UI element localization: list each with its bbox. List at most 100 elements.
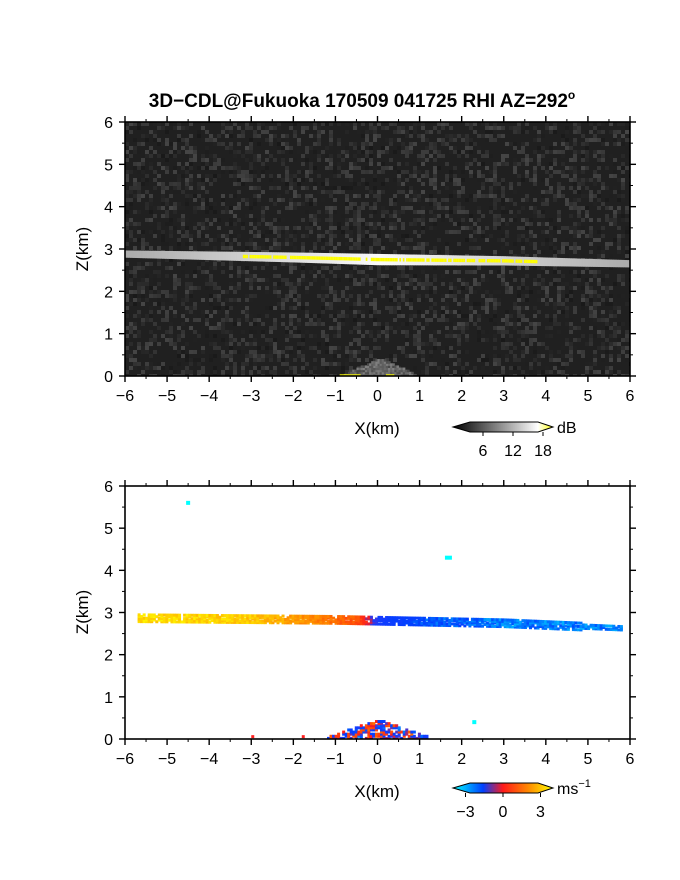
noise-cell [533,242,537,246]
noise-cell [249,142,253,146]
noise-cell [125,194,129,198]
noise-cell [229,286,233,290]
noise-cell [305,158,309,162]
noise-cell [441,142,445,146]
noise-cell [573,226,577,230]
noise-cell [521,278,525,282]
noise-cell [269,198,273,202]
noise-cell [229,234,233,238]
noise-cell [149,366,153,370]
noise-cell [625,250,629,254]
noise-cell [129,278,133,282]
velocity-heatmap [137,500,623,739]
noise-cell [417,330,421,334]
noise-cell [237,286,241,290]
velocity-cell [498,619,502,623]
noise-cell [449,126,453,130]
noise-cell [337,262,341,266]
noise-cell [405,162,409,166]
noise-cell [181,350,185,354]
velocity-cell [428,623,431,627]
noise-cell [345,198,349,202]
noise-cell [201,270,205,274]
noise-cell [625,330,629,334]
noise-cell [205,190,209,194]
velocity-cell [420,616,424,620]
noise-cell [349,358,353,362]
noise-cell [593,202,597,206]
noise-cell [137,190,141,194]
velocity-cell [268,616,272,620]
noise-cell [577,126,581,130]
noise-cell [445,370,449,374]
noise-cell [289,322,293,326]
cloud-layer-peak-cell [518,259,522,263]
noise-cell [561,142,565,146]
noise-cell [345,206,349,210]
noise-cell [529,370,533,374]
noise-cell [189,166,193,170]
velocity-cell [309,614,313,618]
noise-cell [537,158,541,162]
noise-cell [565,306,569,310]
ground-echo-cell [400,369,404,373]
velocity-cell [428,621,431,625]
velocity-cell [374,622,378,626]
noise-cell [617,246,621,250]
noise-cell [305,370,309,374]
velocity-cell [140,615,144,619]
velocity-cell [443,623,447,627]
noise-cell [249,330,253,334]
noise-cell [453,134,457,138]
noise-cell [233,174,237,178]
noise-cell [449,194,453,198]
ground-echo-cell [388,367,391,371]
noise-cell [237,126,241,130]
noise-cell [601,150,605,154]
noise-cell [477,326,481,330]
noise-cell [273,226,277,230]
noise-cell [381,294,385,298]
noise-cell [489,154,493,158]
noise-cell [425,374,429,376]
noise-cell [469,318,473,322]
noise-cell [389,238,393,242]
noise-cell [277,138,281,142]
noise-cell [557,170,561,174]
noise-cell [421,246,425,250]
noise-cell [529,338,533,342]
noise-cell [333,234,337,238]
noise-cell [441,250,445,254]
ground-echo-cell [383,361,387,364]
noise-cell [621,174,625,178]
noise-cell [421,210,425,214]
noise-cell [141,294,145,298]
noise-cell [177,126,181,130]
velocity-cell [481,617,485,621]
noise-cell [149,262,153,266]
noise-cell [473,330,477,334]
noise-cell [597,254,601,258]
velocity-cell [422,616,426,620]
velocity-cell [223,619,227,623]
noise-cell [569,298,573,302]
noise-cell [329,186,333,190]
noise-cell [245,242,249,246]
cloud-layer-cell [584,258,587,267]
velocity-cell [233,620,237,624]
noise-cell [353,166,357,170]
noise-cell [513,214,517,218]
noise-cell [545,218,549,222]
cloud-layer-peak-cell [316,256,320,260]
noise-cell [597,162,601,166]
noise-cell [301,354,305,358]
cloud-layer-cell [539,257,542,267]
velocity-cell [175,613,179,617]
noise-cell [565,246,569,250]
noise-cell [585,290,589,294]
velocity-cell [162,613,166,617]
noise-cell [493,122,497,126]
noise-cell [277,198,281,202]
noise-cell [397,294,401,298]
noise-cell [397,286,401,290]
